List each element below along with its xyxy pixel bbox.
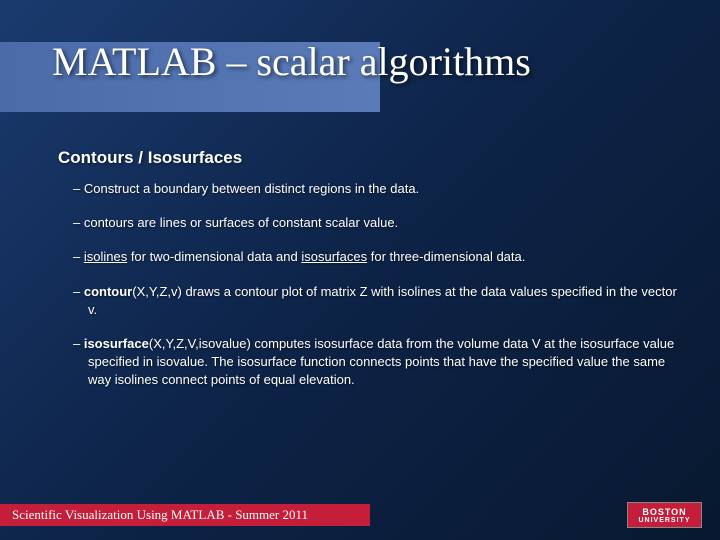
- bullet-5-fn: isosurface: [84, 336, 149, 351]
- bullet-3-post: for three-dimensional data.: [367, 249, 525, 264]
- bullet-4-rest: (X,Y,Z,v) draws a contour plot of matrix…: [88, 284, 677, 317]
- bullet-5: isosurface(X,Y,Z,V,isovalue) computes is…: [58, 335, 680, 390]
- logo-bottom-text: UNIVERSITY: [638, 517, 690, 524]
- bullet-4-fn: contour: [84, 284, 132, 299]
- bullet-1: Construct a boundary between distinct re…: [58, 180, 680, 198]
- section-subtitle: Contours / Isosurfaces: [58, 148, 680, 168]
- bullet-3-isosurfaces: isosurfaces: [301, 249, 367, 264]
- bullet-2: contours are lines or surfaces of consta…: [58, 214, 680, 232]
- logo-top-text: BOSTON: [642, 507, 686, 517]
- slide-title: MATLAB – scalar algorithms: [52, 38, 531, 85]
- bullet-4: contour(X,Y,Z,v) draws a contour plot of…: [58, 283, 680, 319]
- boston-university-logo: BOSTON UNIVERSITY: [627, 502, 702, 528]
- content-area: Contours / Isosurfaces Construct a bound…: [58, 148, 680, 406]
- bullet-3-isolines: isolines: [84, 249, 127, 264]
- bullet-5-rest: (X,Y,Z,V,isovalue) computes isosurface d…: [88, 336, 674, 387]
- footer-bar: Scientific Visualization Using MATLAB - …: [0, 504, 370, 526]
- bullet-3: isolines for two-dimensional data and is…: [58, 248, 680, 266]
- bullet-3-mid: for two-dimensional data and: [127, 249, 301, 264]
- bullet-2-text: contours are lines or surfaces of consta…: [84, 215, 398, 230]
- bullet-1-text: Construct a boundary between distinct re…: [84, 181, 419, 196]
